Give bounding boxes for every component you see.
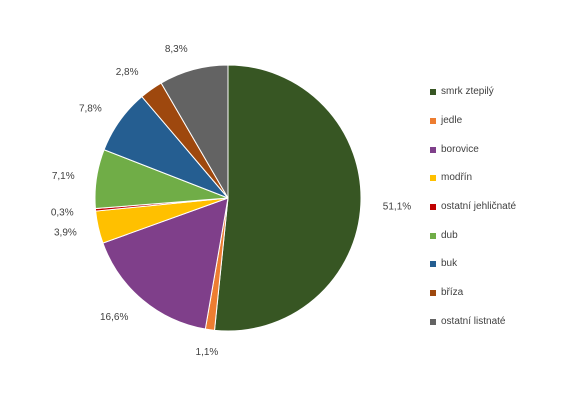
pie-slice-0 xyxy=(213,64,362,332)
legend-swatch xyxy=(430,118,436,125)
legend-item: jedle xyxy=(430,107,560,136)
pie-slice-2 xyxy=(102,197,229,330)
data-label-8: 8,3% xyxy=(165,44,188,55)
legend-swatch xyxy=(430,318,436,325)
legend-label: borovice xyxy=(441,143,479,155)
data-label-5: 7,1% xyxy=(52,171,75,182)
legend-swatch xyxy=(430,146,436,153)
legend-item: buk xyxy=(430,250,560,279)
legend-item: modřín xyxy=(430,164,560,193)
data-label-0: 51,1% xyxy=(383,201,411,212)
data-label-6: 7,8% xyxy=(79,104,102,115)
data-label-7: 2,8% xyxy=(116,67,139,78)
data-label-2: 16,6% xyxy=(100,312,128,323)
legend-swatch xyxy=(430,261,436,268)
legend-label: modřín xyxy=(441,172,473,184)
legend-label: bříza xyxy=(441,287,464,299)
legend-label: ostatní jehličnaté xyxy=(441,201,517,213)
data-label-3: 3,9% xyxy=(54,228,77,239)
data-label-4: 0,3% xyxy=(51,207,74,218)
legend-label: dub xyxy=(441,229,458,241)
chart-legend: smrk ztepilý jedle borovice modřín ostatní j… xyxy=(430,78,560,336)
legend-swatch xyxy=(430,89,436,96)
legend-item: smrk ztepilý xyxy=(430,78,560,107)
legend-swatch xyxy=(430,175,436,182)
legend-label: buk xyxy=(441,258,458,270)
legend-label: smrk ztepilý xyxy=(441,86,494,98)
legend-label: ostatní listnaté xyxy=(441,315,506,327)
legend-item: bříza xyxy=(430,279,560,308)
legend-label: jedle xyxy=(441,115,463,127)
legend-swatch xyxy=(430,232,436,239)
pie-slice-8 xyxy=(160,64,229,200)
legend-item: borovice xyxy=(430,135,560,164)
legend-item: ostatní jehličnaté xyxy=(430,193,560,222)
legend-swatch xyxy=(430,290,436,297)
data-label-1: 1,1% xyxy=(196,347,219,358)
legend-item: dub xyxy=(430,221,560,250)
legend-swatch xyxy=(430,204,436,211)
legend-item: ostatní listnaté xyxy=(430,308,560,337)
